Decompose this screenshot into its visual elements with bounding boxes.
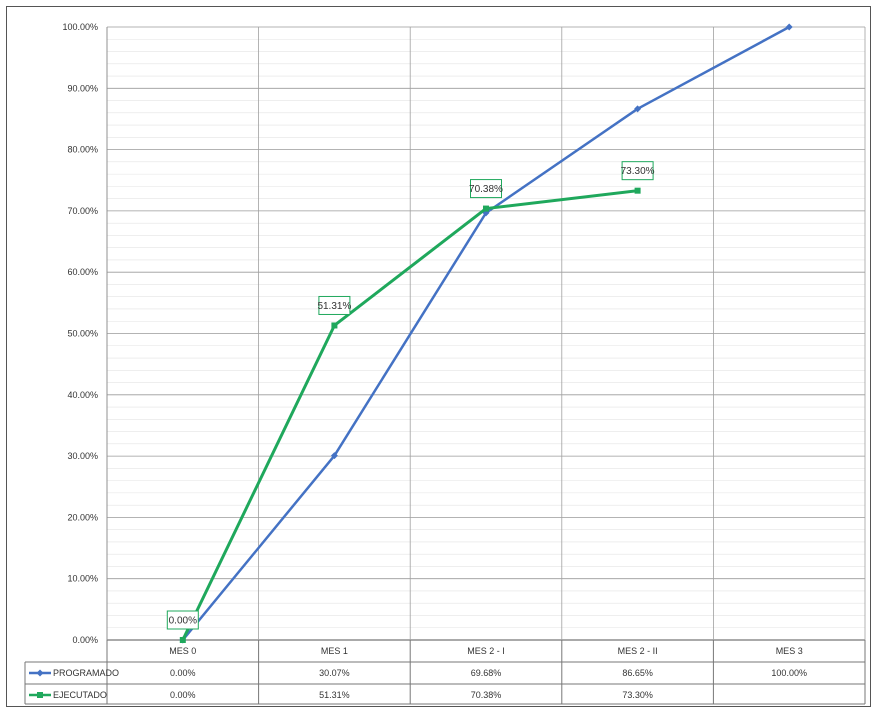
- data-labels: 0.00% 51.31% 70.38% 73.30%: [166, 161, 655, 630]
- table-cell: 70.38%: [471, 690, 502, 700]
- y-tick-label: 100.00%: [62, 22, 98, 32]
- table-cell: 0.00%: [170, 668, 196, 678]
- marker-ejecutado: [634, 187, 641, 194]
- y-tick-label: 10.00%: [67, 574, 98, 584]
- category-label: MES 3: [776, 646, 803, 656]
- table-cell: 100.00%: [771, 668, 807, 678]
- table-cell: 86.65%: [622, 668, 653, 678]
- data-label: 73.30%: [621, 166, 655, 177]
- chart-frame: [6, 6, 871, 707]
- y-tick-label: 90.00%: [67, 83, 98, 93]
- marker-ejecutado: [179, 637, 186, 643]
- y-tick-label: 70.00%: [67, 206, 98, 216]
- data-label: 51.31%: [317, 301, 351, 312]
- table-cell: 30.07%: [319, 668, 350, 678]
- marker-programado: [634, 105, 642, 113]
- category-label: MES 1: [321, 646, 348, 656]
- data-label-box: [621, 161, 654, 181]
- series-lines: [179, 23, 793, 644]
- legend-marker: [36, 669, 44, 677]
- y-tick-label: 30.00%: [67, 451, 98, 461]
- data-label: 70.38%: [469, 184, 503, 195]
- y-tick-label: 80.00%: [67, 145, 98, 155]
- table-cell: 51.31%: [319, 690, 350, 700]
- table-cell: 69.68%: [471, 668, 502, 678]
- y-axis-ticks: 0.00% 10.00% 20.00% 30.00% 40.00% 50.00% 60.00…: [62, 22, 98, 645]
- legend-marker: [37, 692, 43, 698]
- y-tick-label: 0.00%: [72, 635, 98, 645]
- data-label: 0.00%: [169, 616, 197, 627]
- y-tick-label: 50.00%: [67, 329, 98, 339]
- marker-programado: [785, 23, 793, 31]
- marker-programado: [330, 452, 338, 460]
- y-tick-label: 60.00%: [67, 267, 98, 277]
- category-label: MES 0: [169, 646, 196, 656]
- data-table: MES 0 MES 1 MES 2 - I MES 2 - II MES 3 PROGRA…: [24, 640, 866, 705]
- major-gridlines: [106, 26, 865, 641]
- minor-gridlines: [107, 38, 865, 629]
- category-label: MES 2 - II: [618, 646, 658, 656]
- y-tick-label: 20.00%: [67, 512, 98, 522]
- table-cell: 73.30%: [622, 690, 653, 700]
- marker-ejecutado: [483, 205, 489, 212]
- category-label: MES 2 - I: [467, 646, 505, 656]
- series-line-ejecutado: [181, 189, 638, 641]
- marker-ejecutado: [331, 322, 338, 329]
- table-cell: 0.00%: [170, 690, 196, 700]
- data-label-box: [470, 179, 502, 199]
- legend-entry-ejecutado: EJECUTADO: [53, 690, 107, 700]
- data-label-box: [166, 610, 199, 630]
- y-tick-label: 40.00%: [67, 390, 98, 400]
- legend-entry-programado: PROGRAMADO: [53, 668, 119, 678]
- data-label-box: [318, 295, 351, 315]
